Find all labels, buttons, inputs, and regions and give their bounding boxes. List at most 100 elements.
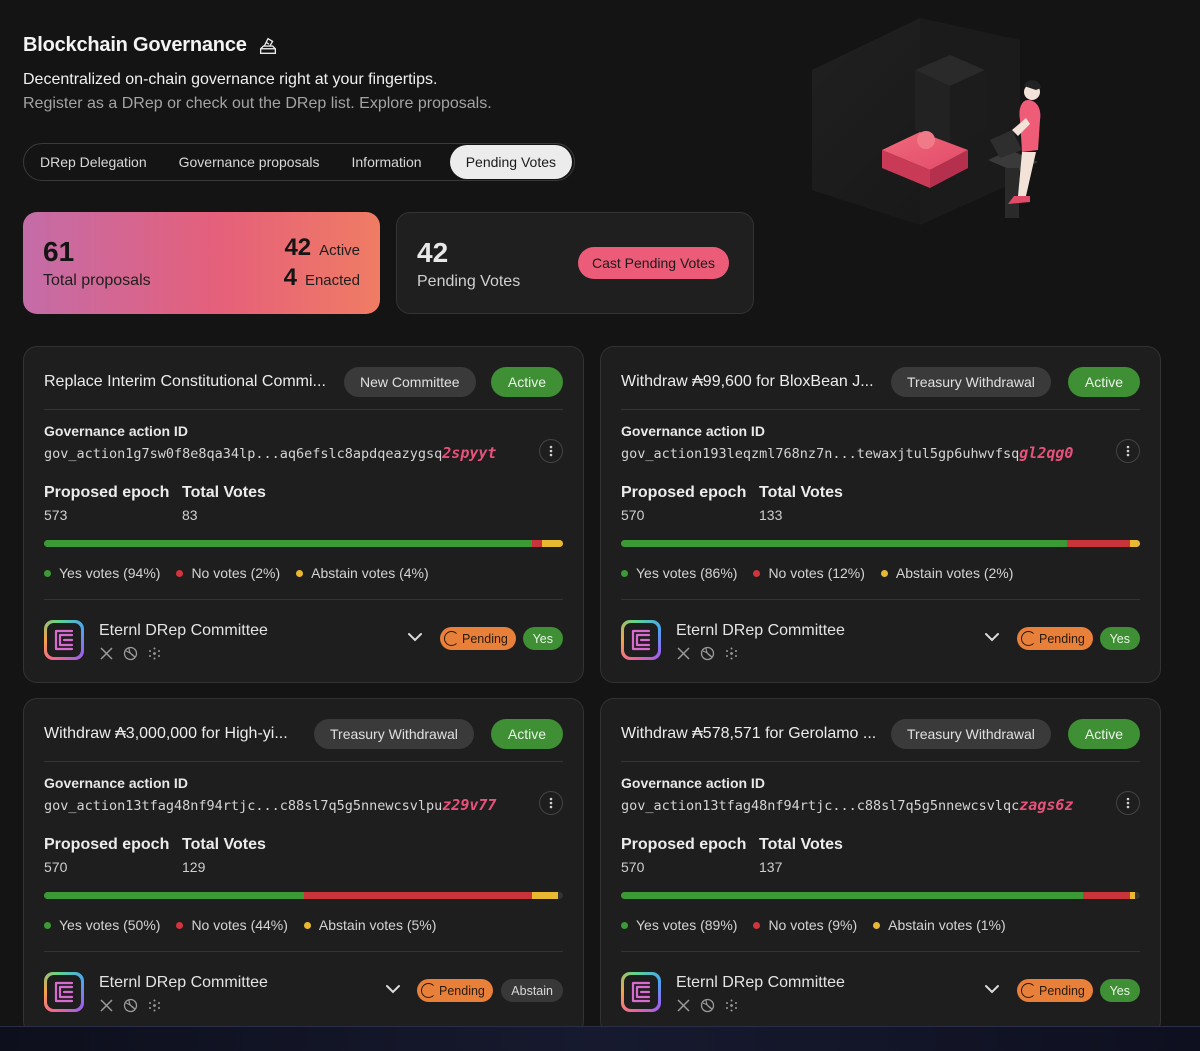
no-segment <box>531 540 543 547</box>
cardano-icon[interactable] <box>147 998 162 1013</box>
no-votes-text: No votes (12%) <box>768 565 865 581</box>
cardano-icon[interactable] <box>147 646 162 661</box>
chevron-down-icon[interactable] <box>983 630 1001 644</box>
more-options-icon[interactable] <box>1116 439 1140 463</box>
proposal-title[interactable]: Withdraw ₳3,000,000 for High-yi... <box>44 725 288 742</box>
active-count: 42 <box>284 234 312 261</box>
status-badge: Active <box>490 719 563 749</box>
total-votes-label: Total Votes <box>759 836 843 853</box>
x-twitter-icon[interactable] <box>99 646 114 661</box>
tab-governance-proposals[interactable]: Governance proposals <box>178 154 320 170</box>
drep-name[interactable]: Eternl DRep Committee <box>99 974 268 991</box>
drep-name[interactable]: Eternl DRep Committee <box>676 974 845 991</box>
divider <box>44 951 563 952</box>
vote-badge: Yes <box>522 627 563 650</box>
pending-badge-label: Pending <box>1039 631 1085 646</box>
vote-legend: Yes votes (94%) No votes (2%) Abstain vo… <box>44 565 429 581</box>
governance-action-id-tail: z29v77 <box>442 796 497 814</box>
drep-name[interactable]: Eternl DRep Committee <box>99 622 268 639</box>
enacted-count: 4 <box>283 264 297 291</box>
governance-action-id[interactable]: gov_action193leqzml768nz7n...tewaxjtul5g… <box>621 444 1073 462</box>
chevron-down-icon[interactable] <box>384 982 402 996</box>
chevron-down-icon[interactable] <box>983 982 1001 996</box>
tab-information[interactable]: Information <box>351 154 422 170</box>
vote-distribution-bar <box>44 540 563 547</box>
total-votes-value: 83 <box>182 507 198 523</box>
chevron-down-icon[interactable] <box>406 630 424 644</box>
drep-name[interactable]: Eternl DRep Committee <box>676 622 845 639</box>
spinner-icon <box>444 631 459 646</box>
proposal-title[interactable]: Replace Interim Constitutional Commi... <box>44 373 326 390</box>
status-badge: Active <box>1067 719 1140 749</box>
drep-socials <box>676 998 739 1013</box>
globe-icon[interactable] <box>123 998 138 1013</box>
vote-legend: Yes votes (89%) No votes (9%) Abstain vo… <box>621 917 1006 933</box>
vote-badge: Yes <box>1099 979 1140 1002</box>
tab-pending-votes[interactable]: Pending Votes <box>449 145 572 179</box>
more-options-icon[interactable] <box>1116 791 1140 815</box>
proposed-epoch-label: Proposed epoch <box>44 484 170 501</box>
governance-action-label: Governance action ID <box>44 423 188 439</box>
abstain-segment <box>1129 892 1135 899</box>
proposed-epoch-label: Proposed epoch <box>621 836 747 853</box>
proposal-card: Withdraw ₳99,600 for BloxBean J... Treas… <box>600 346 1161 683</box>
proposal-card: Replace Interim Constitutional Commi... … <box>23 346 584 683</box>
no-votes-text: No votes (44%) <box>191 917 288 933</box>
abstain-segment <box>1129 540 1140 547</box>
enacted-stat: 4 Enacted <box>284 264 360 292</box>
globe-icon[interactable] <box>700 998 715 1013</box>
active-label: Active <box>319 242 360 259</box>
vote-distribution-bar <box>44 892 563 899</box>
page-subtitle: Decentralized on-chain governance right … <box>23 71 438 88</box>
governance-action-id-tail: gl2qg0 <box>1019 444 1074 462</box>
cardano-icon[interactable] <box>724 646 739 661</box>
more-options-icon[interactable] <box>539 439 563 463</box>
x-twitter-icon[interactable] <box>676 998 691 1013</box>
divider <box>44 761 563 762</box>
tab-bar: DRep Delegation Governance proposals Inf… <box>23 143 575 181</box>
governance-action-id[interactable]: gov_action13tfag48nf94rtjc...c88sl7q5g5n… <box>44 796 496 814</box>
abstain-dot-icon <box>296 569 304 577</box>
x-twitter-icon[interactable] <box>99 998 114 1013</box>
divider <box>621 761 1140 762</box>
spinner-icon <box>421 983 436 998</box>
total-votes-label: Total Votes <box>182 836 266 853</box>
tab-drep-delegation[interactable]: DRep Delegation <box>40 154 147 170</box>
total-votes-label: Total Votes <box>182 484 266 501</box>
puzzle-illustration <box>812 18 1041 225</box>
globe-icon[interactable] <box>123 646 138 661</box>
abstain-dot-icon <box>873 921 881 929</box>
cardano-icon[interactable] <box>724 998 739 1013</box>
abstain-dot-icon <box>880 569 888 577</box>
vote-legend: Yes votes (50%) No votes (44%) Abstain v… <box>44 917 436 933</box>
pending-badge: Pending <box>417 979 493 1002</box>
proposed-epoch-value: 570 <box>44 859 68 875</box>
spinner-icon <box>1021 983 1036 998</box>
governance-action-id-tail: zags6z <box>1019 796 1074 814</box>
proposal-title[interactable]: Withdraw ₳99,600 for BloxBean J... <box>621 373 874 390</box>
abstain-votes-text: Abstain votes (4%) <box>311 565 429 581</box>
proposed-epoch-value: 570 <box>621 507 645 523</box>
ballot-box-icon <box>259 37 276 54</box>
proposal-type-badge: New Committee <box>344 367 476 397</box>
governance-action-id[interactable]: gov_action1g7sw0f8e8qa34lp...aq6efslc8ap… <box>44 444 496 462</box>
proposal-card: Withdraw ₳3,000,000 for High-yi... Treas… <box>23 698 584 1035</box>
total-votes-value: 137 <box>759 859 783 875</box>
eternl-logo-icon <box>44 620 84 660</box>
cast-pending-votes-button[interactable]: Cast Pending Votes <box>578 247 729 279</box>
no-dot-icon <box>753 921 761 929</box>
enacted-label: Enacted <box>304 272 360 289</box>
pending-votes-label: Pending Votes <box>417 273 521 290</box>
governance-action-id[interactable]: gov_action13tfag48nf94rtjc...c88sl7q5g5n… <box>621 796 1073 814</box>
no-segment <box>1067 540 1130 547</box>
more-options-icon[interactable] <box>539 791 563 815</box>
abstain-segment <box>531 892 558 899</box>
yes-dot-icon <box>621 921 628 929</box>
divider <box>621 599 1140 600</box>
proposal-title[interactable]: Withdraw ₳578,571 for Gerolamo ... <box>621 725 877 742</box>
globe-icon[interactable] <box>700 646 715 661</box>
total-proposals-card: 61 Total proposals 42 Active 4 Enacted <box>23 212 380 314</box>
pending-badge: Pending <box>1017 979 1093 1002</box>
x-twitter-icon[interactable] <box>676 646 691 661</box>
proposed-epoch-value: 573 <box>44 507 68 523</box>
